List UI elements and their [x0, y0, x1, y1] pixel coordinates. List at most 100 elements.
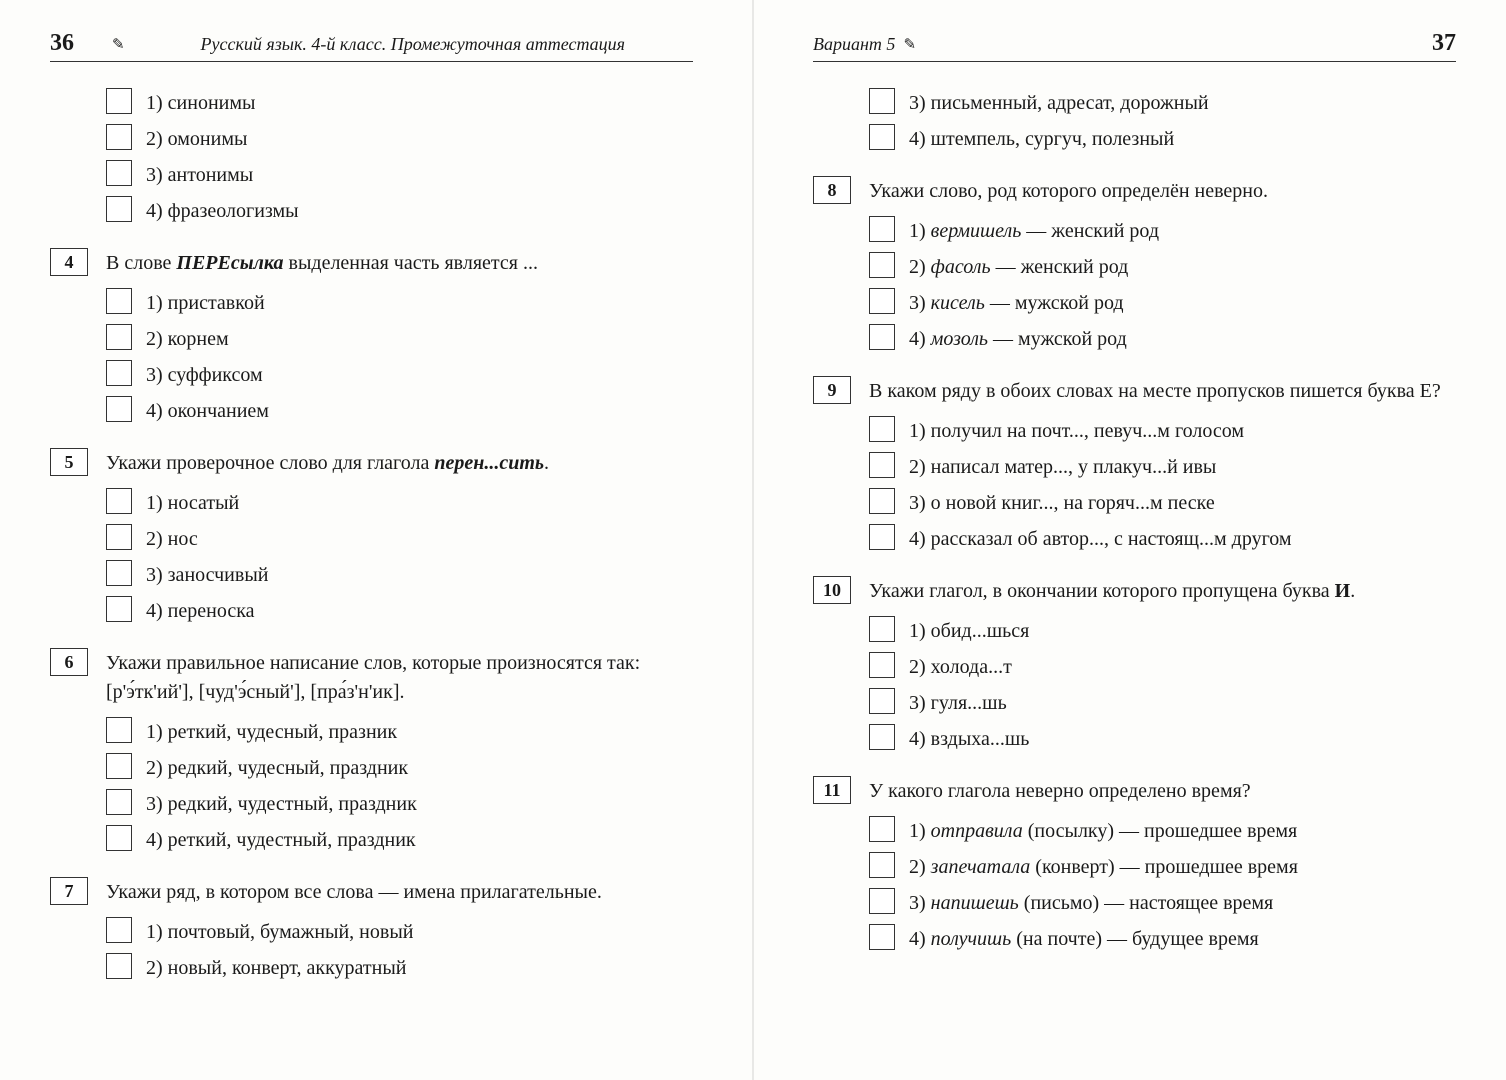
question-header: 11 У какого глагола неверно определено вр… [813, 776, 1456, 806]
answer-option: 1) получил на почт..., певуч...м голосом [869, 416, 1456, 446]
answer-option: 3) о новой книг..., на горяч...м песке [869, 488, 1456, 518]
answer-option: 3) антонимы [106, 160, 693, 190]
answer-checkbox[interactable] [106, 160, 132, 186]
answer-option: 3) напишешь (письмо) — настоящее время [869, 888, 1456, 918]
answer-checkbox[interactable] [869, 216, 895, 242]
answer-checkbox[interactable] [106, 324, 132, 350]
question-continuation: 3) письменный, адресат, дорожный4) штемп… [813, 88, 1456, 154]
answer-checkbox[interactable] [869, 324, 895, 350]
answer-text: 4) вздыха...шь [909, 724, 1029, 754]
answer-option: 4) мозоль — мужской род [869, 324, 1456, 354]
answer-checkbox[interactable] [869, 88, 895, 114]
answer-checkbox[interactable] [106, 360, 132, 386]
answer-checkbox[interactable] [106, 124, 132, 150]
answer-checkbox[interactable] [869, 816, 895, 842]
question-block: 4В слове ПЕРЕсылка выделенная часть явля… [50, 248, 693, 426]
answer-checkbox[interactable] [106, 488, 132, 514]
book-icon: ✎ [112, 35, 125, 54]
answer-checkbox[interactable] [869, 888, 895, 914]
answer-option: 2) запечатала (конверт) — прошедшее врем… [869, 852, 1456, 882]
answer-option: 2) редкий, чудесный, праздник [106, 753, 693, 783]
answer-checkbox[interactable] [869, 252, 895, 278]
answer-checkbox[interactable] [106, 560, 132, 586]
answer-checkbox[interactable] [106, 396, 132, 422]
question-text: Укажи слово, род которого определён неве… [869, 176, 1456, 206]
answer-option: 1) почтовый, бумажный, новый [106, 917, 693, 947]
answer-checkbox[interactable] [869, 652, 895, 678]
answer-text: 4) фразеологизмы [146, 196, 299, 226]
answer-checkbox[interactable] [869, 288, 895, 314]
answer-checkbox[interactable] [869, 524, 895, 550]
question-block: 8 Укажи слово, род которого определён нев… [813, 176, 1456, 354]
answer-checkbox[interactable] [106, 88, 132, 114]
answer-option: 2) новый, конверт, аккуратный [106, 953, 693, 983]
answer-text: 2) омонимы [146, 124, 247, 154]
book-spine [752, 0, 754, 1080]
answer-text: 3) кисель — мужской род [909, 288, 1124, 318]
options-list: 1) носатый2) нос3) заносчивый4) переноск… [106, 488, 693, 626]
answer-text: 2) редкий, чудесный, праздник [146, 753, 408, 783]
answer-option: 1) носатый [106, 488, 693, 518]
answer-checkbox[interactable] [106, 917, 132, 943]
answer-option: 2) фасоль — женский род [869, 252, 1456, 282]
answer-text: 1) отправила (посылку) — прошедшее время [909, 816, 1297, 846]
answer-option: 3) суффиксом [106, 360, 693, 390]
answer-checkbox[interactable] [869, 124, 895, 150]
answer-checkbox[interactable] [106, 953, 132, 979]
answer-text: 4) окончанием [146, 396, 269, 426]
question-number: 8 [813, 176, 851, 204]
answer-option: 3) редкий, чудестный, праздник [106, 789, 693, 819]
page-right: Вариант 5 ✎ 37 3) письменный, адресат, д… [753, 0, 1506, 1080]
question-text: В каком ряду в обоих словах на месте про… [869, 376, 1456, 406]
answer-checkbox[interactable] [106, 717, 132, 743]
answer-option: 1) обид...шься [869, 616, 1456, 646]
answer-checkbox[interactable] [869, 924, 895, 950]
question-number: 10 [813, 576, 851, 604]
answer-text: 1) обид...шься [909, 616, 1029, 646]
answer-text: 2) новый, конверт, аккуратный [146, 953, 407, 983]
answer-text: 3) о новой книг..., на горяч...м песке [909, 488, 1215, 518]
answer-checkbox[interactable] [869, 724, 895, 750]
answer-option: 3) заносчивый [106, 560, 693, 590]
question-number: 9 [813, 376, 851, 404]
question-header: 4В слове ПЕРЕсылка выделенная часть явля… [50, 248, 693, 278]
question-block: 5Укажи проверочное слово для глагола пер… [50, 448, 693, 626]
answer-text: 2) фасоль — женский род [909, 252, 1128, 282]
answer-text: 4) реткий, чудестный, праздник [146, 825, 416, 855]
content-left: 1) синонимы 2) омонимы 3) антонимы 4) фразе… [50, 88, 693, 983]
answer-checkbox[interactable] [106, 196, 132, 222]
answer-text: 2) холода...т [909, 652, 1012, 682]
question-block: 10 Укажи глагол, в окончании которого про… [813, 576, 1456, 754]
answer-option: 2) написал матер..., у плакуч...й ивы [869, 452, 1456, 482]
question-block: 7Укажи ряд, в котором все слова — имена … [50, 877, 693, 983]
answer-checkbox[interactable] [106, 825, 132, 851]
question-text: Укажи глагол, в окончании которого пропу… [869, 576, 1456, 606]
page-number-left: 36 [50, 30, 74, 57]
question-number: 6 [50, 648, 88, 676]
answer-checkbox[interactable] [106, 789, 132, 815]
answer-checkbox[interactable] [869, 852, 895, 878]
answer-text: 1) получил на почт..., певуч...м голосом [909, 416, 1244, 446]
answer-checkbox[interactable] [106, 753, 132, 779]
question-block: 11 У какого глагола неверно определено вр… [813, 776, 1456, 954]
question-text: У какого глагола неверно определено врем… [869, 776, 1456, 806]
answer-checkbox[interactable] [869, 452, 895, 478]
answer-text: 4) мозоль — мужской род [909, 324, 1127, 354]
question-text: Укажи ряд, в котором все слова — имена п… [106, 877, 693, 907]
answer-option: 1) синонимы [106, 88, 693, 118]
question-continuation: 1) синонимы 2) омонимы 3) антонимы 4) фразе… [50, 88, 693, 226]
answer-checkbox[interactable] [106, 596, 132, 622]
answer-checkbox[interactable] [869, 416, 895, 442]
question-header: 7Укажи ряд, в котором все слова — имена … [50, 877, 693, 907]
answer-option: 2) холода...т [869, 652, 1456, 682]
header-right: Вариант 5 ✎ 37 [813, 30, 1456, 62]
answer-checkbox[interactable] [106, 524, 132, 550]
answer-checkbox[interactable] [106, 288, 132, 314]
content-right: 3) письменный, адресат, дорожный4) штемп… [813, 88, 1456, 954]
answer-option: 4) окончанием [106, 396, 693, 426]
question-number: 11 [813, 776, 851, 804]
answer-text: 1) приставкой [146, 288, 265, 318]
answer-checkbox[interactable] [869, 616, 895, 642]
answer-checkbox[interactable] [869, 688, 895, 714]
answer-checkbox[interactable] [869, 488, 895, 514]
